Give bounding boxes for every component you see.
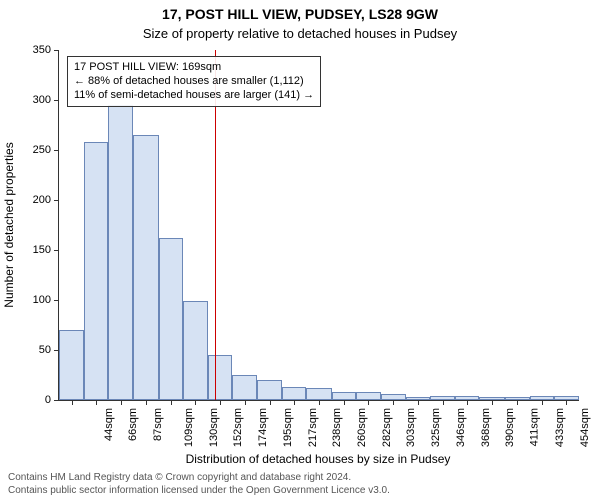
- histogram-bar: [59, 330, 84, 400]
- histogram-bar: [356, 392, 381, 400]
- x-tick: [195, 400, 196, 405]
- x-tick-label: 390sqm: [504, 408, 516, 447]
- chart-title-sub: Size of property relative to detached ho…: [0, 26, 600, 41]
- footer-line-1: Contains HM Land Registry data © Crown c…: [8, 472, 390, 485]
- histogram-bar: [133, 135, 158, 400]
- x-tick-label: 238sqm: [332, 408, 344, 447]
- y-tick: [54, 250, 59, 251]
- y-tick-label: 300: [33, 94, 51, 106]
- y-tick: [54, 300, 59, 301]
- y-tick-label: 350: [33, 44, 51, 56]
- y-tick-label: 50: [39, 344, 51, 356]
- x-tick: [418, 400, 419, 405]
- y-tick-label: 0: [45, 394, 51, 406]
- x-tick-label: 346sqm: [455, 408, 467, 447]
- x-tick-label: 174sqm: [257, 408, 269, 447]
- y-axis-label: Number of detached properties: [2, 142, 16, 307]
- y-tick-label: 250: [33, 144, 51, 156]
- x-tick: [294, 400, 295, 405]
- x-tick-label: 454sqm: [579, 408, 591, 447]
- annotation-line: 11% of semi-detached houses are larger (…: [74, 89, 314, 103]
- x-tick: [270, 400, 271, 405]
- x-tick-label: 87sqm: [152, 408, 164, 441]
- histogram-bar: [108, 105, 133, 400]
- y-tick: [54, 200, 59, 201]
- footer-line-2: Contains public sector information licen…: [8, 485, 390, 498]
- annotation-line: ← 88% of detached houses are smaller (1,…: [74, 75, 314, 89]
- x-tick: [542, 400, 543, 405]
- x-tick: [393, 400, 394, 405]
- y-tick: [54, 150, 59, 151]
- x-tick-label: 195sqm: [282, 408, 294, 447]
- x-tick: [146, 400, 147, 405]
- plot-area: 05010015020025030035044sqm66sqm87sqm109s…: [58, 50, 579, 401]
- histogram-bar: [159, 238, 183, 400]
- histogram-bar: [306, 388, 331, 400]
- x-tick-label: 44sqm: [103, 408, 115, 441]
- x-tick: [344, 400, 345, 405]
- histogram-bar: [257, 380, 282, 400]
- x-tick-label: 325sqm: [431, 408, 443, 447]
- x-tick: [220, 400, 221, 405]
- x-tick-label: 109sqm: [183, 408, 195, 447]
- x-tick: [245, 400, 246, 405]
- x-tick-label: 411sqm: [528, 408, 540, 446]
- x-tick: [96, 400, 97, 405]
- x-tick: [467, 400, 468, 405]
- histogram-bar: [232, 375, 257, 400]
- x-tick-label: 303sqm: [405, 408, 417, 447]
- footer-attribution: Contains HM Land Registry data © Crown c…: [8, 472, 390, 497]
- y-tick: [54, 100, 59, 101]
- x-tick: [566, 400, 567, 405]
- y-tick: [54, 50, 59, 51]
- x-tick-label: 152sqm: [232, 408, 244, 447]
- y-tick-label: 200: [33, 194, 51, 206]
- annotation-box: 17 POST HILL VIEW: 169sqm← 88% of detach…: [67, 56, 321, 107]
- x-tick-label: 217sqm: [307, 408, 319, 447]
- x-tick: [517, 400, 518, 405]
- x-tick: [121, 400, 122, 405]
- histogram-bar: [332, 392, 356, 400]
- x-tick: [368, 400, 369, 405]
- x-tick-label: 130sqm: [208, 408, 220, 447]
- x-tick-label: 433sqm: [554, 408, 566, 447]
- histogram-bar: [183, 301, 208, 400]
- y-tick-label: 150: [33, 244, 51, 256]
- y-tick-label: 100: [33, 294, 51, 306]
- x-tick-label: 282sqm: [381, 408, 393, 447]
- x-tick: [443, 400, 444, 405]
- annotation-line: 17 POST HILL VIEW: 169sqm: [74, 61, 314, 75]
- x-tick: [72, 400, 73, 405]
- histogram-bar: [84, 142, 108, 400]
- chart-container: 17, POST HILL VIEW, PUDSEY, LS28 9GW Siz…: [0, 0, 600, 500]
- x-tick: [492, 400, 493, 405]
- x-tick-label: 368sqm: [480, 408, 492, 447]
- histogram-bar: [282, 387, 306, 400]
- x-tick-label: 66sqm: [127, 408, 139, 441]
- y-tick: [54, 400, 59, 401]
- x-axis-label: Distribution of detached houses by size …: [58, 452, 578, 466]
- histogram-bar: [208, 355, 232, 400]
- x-tick-label: 260sqm: [356, 408, 368, 447]
- chart-title-main: 17, POST HILL VIEW, PUDSEY, LS28 9GW: [0, 6, 600, 22]
- x-tick: [171, 400, 172, 405]
- x-tick: [319, 400, 320, 405]
